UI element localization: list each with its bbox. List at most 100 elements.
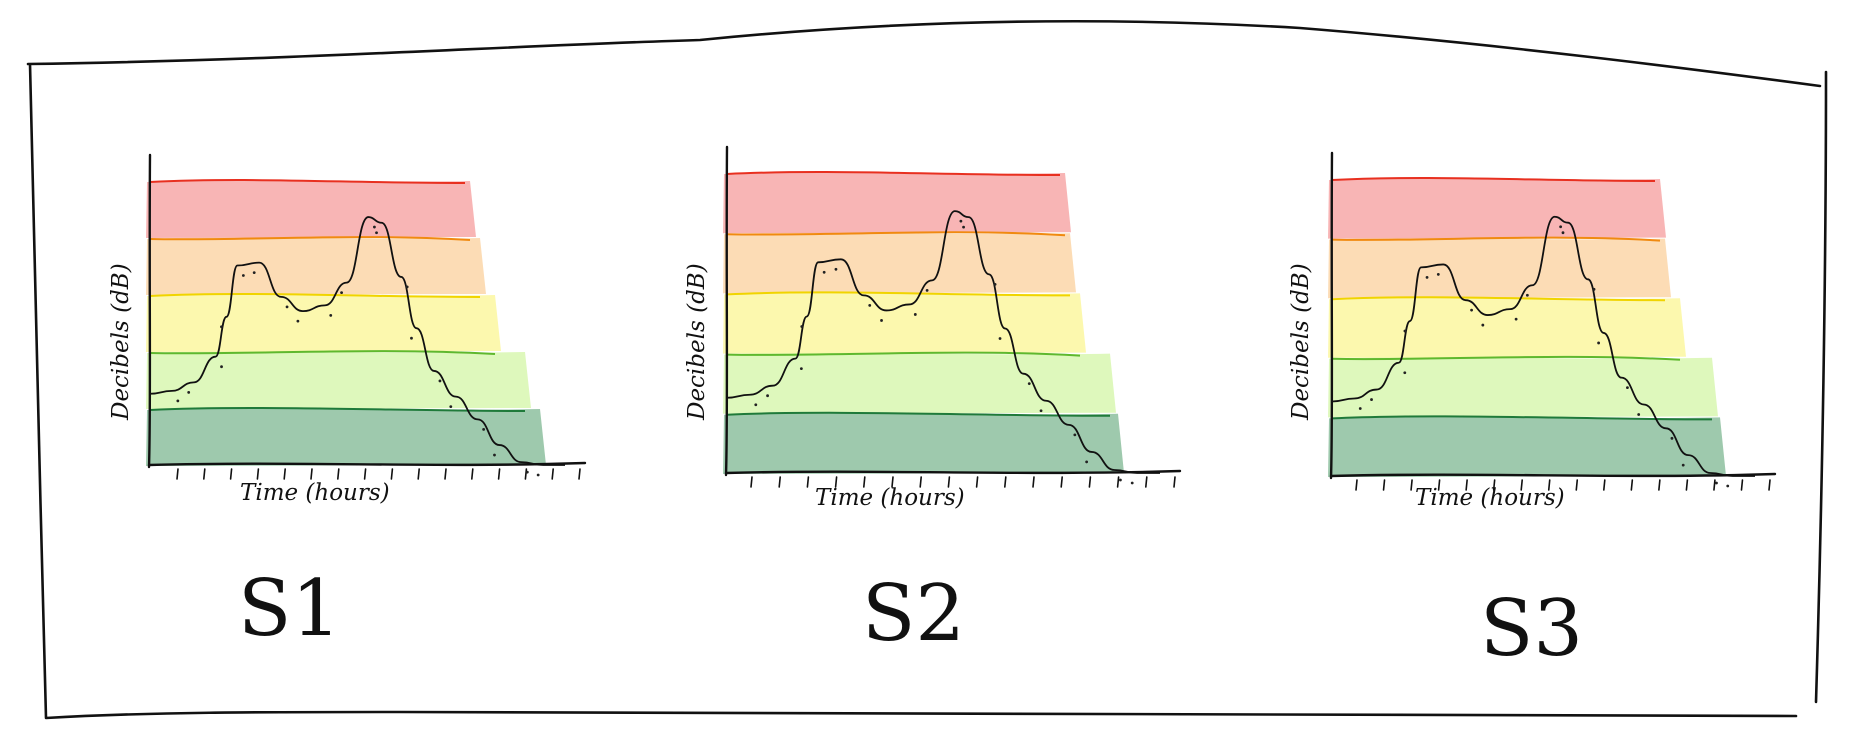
x-tick bbox=[363, 468, 367, 480]
data-point bbox=[1425, 276, 1429, 279]
x-tick bbox=[1355, 479, 1358, 491]
x-tick bbox=[1382, 479, 1386, 491]
x-tick bbox=[1685, 479, 1689, 491]
chart-label: S2 bbox=[862, 569, 965, 659]
data-point bbox=[176, 399, 180, 403]
data-point bbox=[962, 225, 965, 229]
band-yellow bbox=[1328, 297, 1686, 358]
data-point bbox=[1403, 371, 1407, 375]
x-tick bbox=[470, 468, 474, 480]
data-point bbox=[220, 325, 223, 329]
data-point bbox=[340, 291, 343, 294]
x-tick bbox=[1145, 476, 1148, 488]
data-point bbox=[1027, 382, 1031, 386]
band-boundary-line bbox=[726, 411, 1111, 417]
x-tick bbox=[778, 476, 782, 488]
band-light-green bbox=[146, 351, 531, 409]
band-yellow bbox=[723, 292, 1086, 354]
data-point bbox=[1525, 293, 1529, 297]
data-point bbox=[925, 288, 929, 292]
band-boundary-line bbox=[149, 179, 466, 184]
y-axis-title: Decibels (dB) bbox=[684, 263, 710, 421]
data-point bbox=[525, 470, 529, 474]
x-tick bbox=[203, 468, 206, 480]
band-boundary-line bbox=[149, 236, 471, 241]
band-boundary-line bbox=[1331, 415, 1713, 421]
x-tick bbox=[1603, 479, 1606, 491]
band-boundary-line bbox=[726, 231, 1066, 237]
x-tick bbox=[229, 468, 233, 480]
data-point bbox=[799, 367, 803, 371]
data-point bbox=[1514, 317, 1518, 321]
x-axis bbox=[1329, 472, 1777, 478]
data-point bbox=[252, 271, 256, 275]
data-point bbox=[1370, 398, 1373, 401]
data-point bbox=[754, 403, 758, 407]
x-tick bbox=[1032, 476, 1035, 488]
data-point bbox=[373, 225, 376, 229]
x-tick bbox=[1003, 476, 1007, 488]
chart-label: S3 bbox=[1480, 584, 1583, 674]
x-tick bbox=[336, 468, 340, 480]
plot-area bbox=[723, 145, 1182, 488]
x-tick bbox=[1547, 479, 1551, 491]
data-point bbox=[800, 325, 804, 328]
x-tick bbox=[578, 468, 581, 480]
data-point bbox=[1358, 407, 1362, 410]
data-point bbox=[1715, 481, 1718, 485]
data-point bbox=[1039, 409, 1043, 413]
data-point bbox=[1073, 433, 1077, 437]
x-tick bbox=[975, 476, 979, 488]
data-point bbox=[329, 314, 333, 317]
chart-panel-3: Decibels (dB) Time (hours) S3 bbox=[1288, 151, 1777, 674]
data-point bbox=[187, 390, 191, 394]
data-point bbox=[993, 282, 997, 286]
band-dark-green bbox=[723, 412, 1124, 474]
x-tick bbox=[1437, 479, 1441, 491]
band-boundary-line bbox=[726, 171, 1061, 176]
x-tick bbox=[1465, 479, 1468, 491]
data-point bbox=[493, 453, 496, 457]
data-point bbox=[285, 305, 289, 309]
x-tick bbox=[497, 468, 501, 480]
x-tick bbox=[1410, 479, 1413, 491]
data-point bbox=[410, 336, 413, 340]
y-axis-title: Decibels (dB) bbox=[1288, 263, 1314, 421]
data-point bbox=[880, 319, 883, 322]
x-tick bbox=[1173, 476, 1176, 488]
x-tick bbox=[417, 468, 421, 480]
band-yellow bbox=[146, 294, 501, 352]
data-point bbox=[1130, 481, 1134, 485]
x-tick bbox=[1492, 479, 1496, 491]
data-point bbox=[1481, 323, 1485, 327]
x-axis-title: Time (hours) bbox=[815, 485, 965, 511]
data-point bbox=[375, 231, 378, 235]
band-orange bbox=[1328, 237, 1671, 299]
band-boundary-line bbox=[149, 293, 481, 298]
band-dark-green bbox=[1328, 416, 1726, 477]
data-point bbox=[959, 219, 963, 223]
band-boundary-line bbox=[1331, 177, 1656, 182]
x-tick bbox=[390, 468, 394, 480]
x-tick bbox=[283, 468, 287, 480]
band-boundary-line bbox=[149, 407, 526, 412]
y-axis bbox=[724, 145, 729, 477]
chart-panel-2: Decibels (dB) Time (hours) S2 bbox=[684, 145, 1182, 659]
x-tick bbox=[1116, 476, 1120, 488]
x-tick bbox=[806, 476, 810, 488]
x-tick bbox=[1060, 476, 1063, 488]
data-point bbox=[1670, 436, 1674, 440]
x-axis bbox=[147, 461, 587, 467]
data-point bbox=[1403, 329, 1407, 333]
data-point bbox=[1681, 463, 1685, 467]
data-point bbox=[1470, 308, 1473, 312]
chart-label: S1 bbox=[238, 564, 341, 654]
x-tick bbox=[1658, 479, 1661, 491]
band-orange bbox=[723, 232, 1076, 294]
frame-border bbox=[26, 19, 1828, 720]
x-tick bbox=[862, 476, 866, 488]
data-point bbox=[913, 313, 917, 316]
data-point bbox=[405, 285, 409, 289]
x-axis bbox=[724, 469, 1182, 475]
band-light-green bbox=[1328, 356, 1718, 418]
